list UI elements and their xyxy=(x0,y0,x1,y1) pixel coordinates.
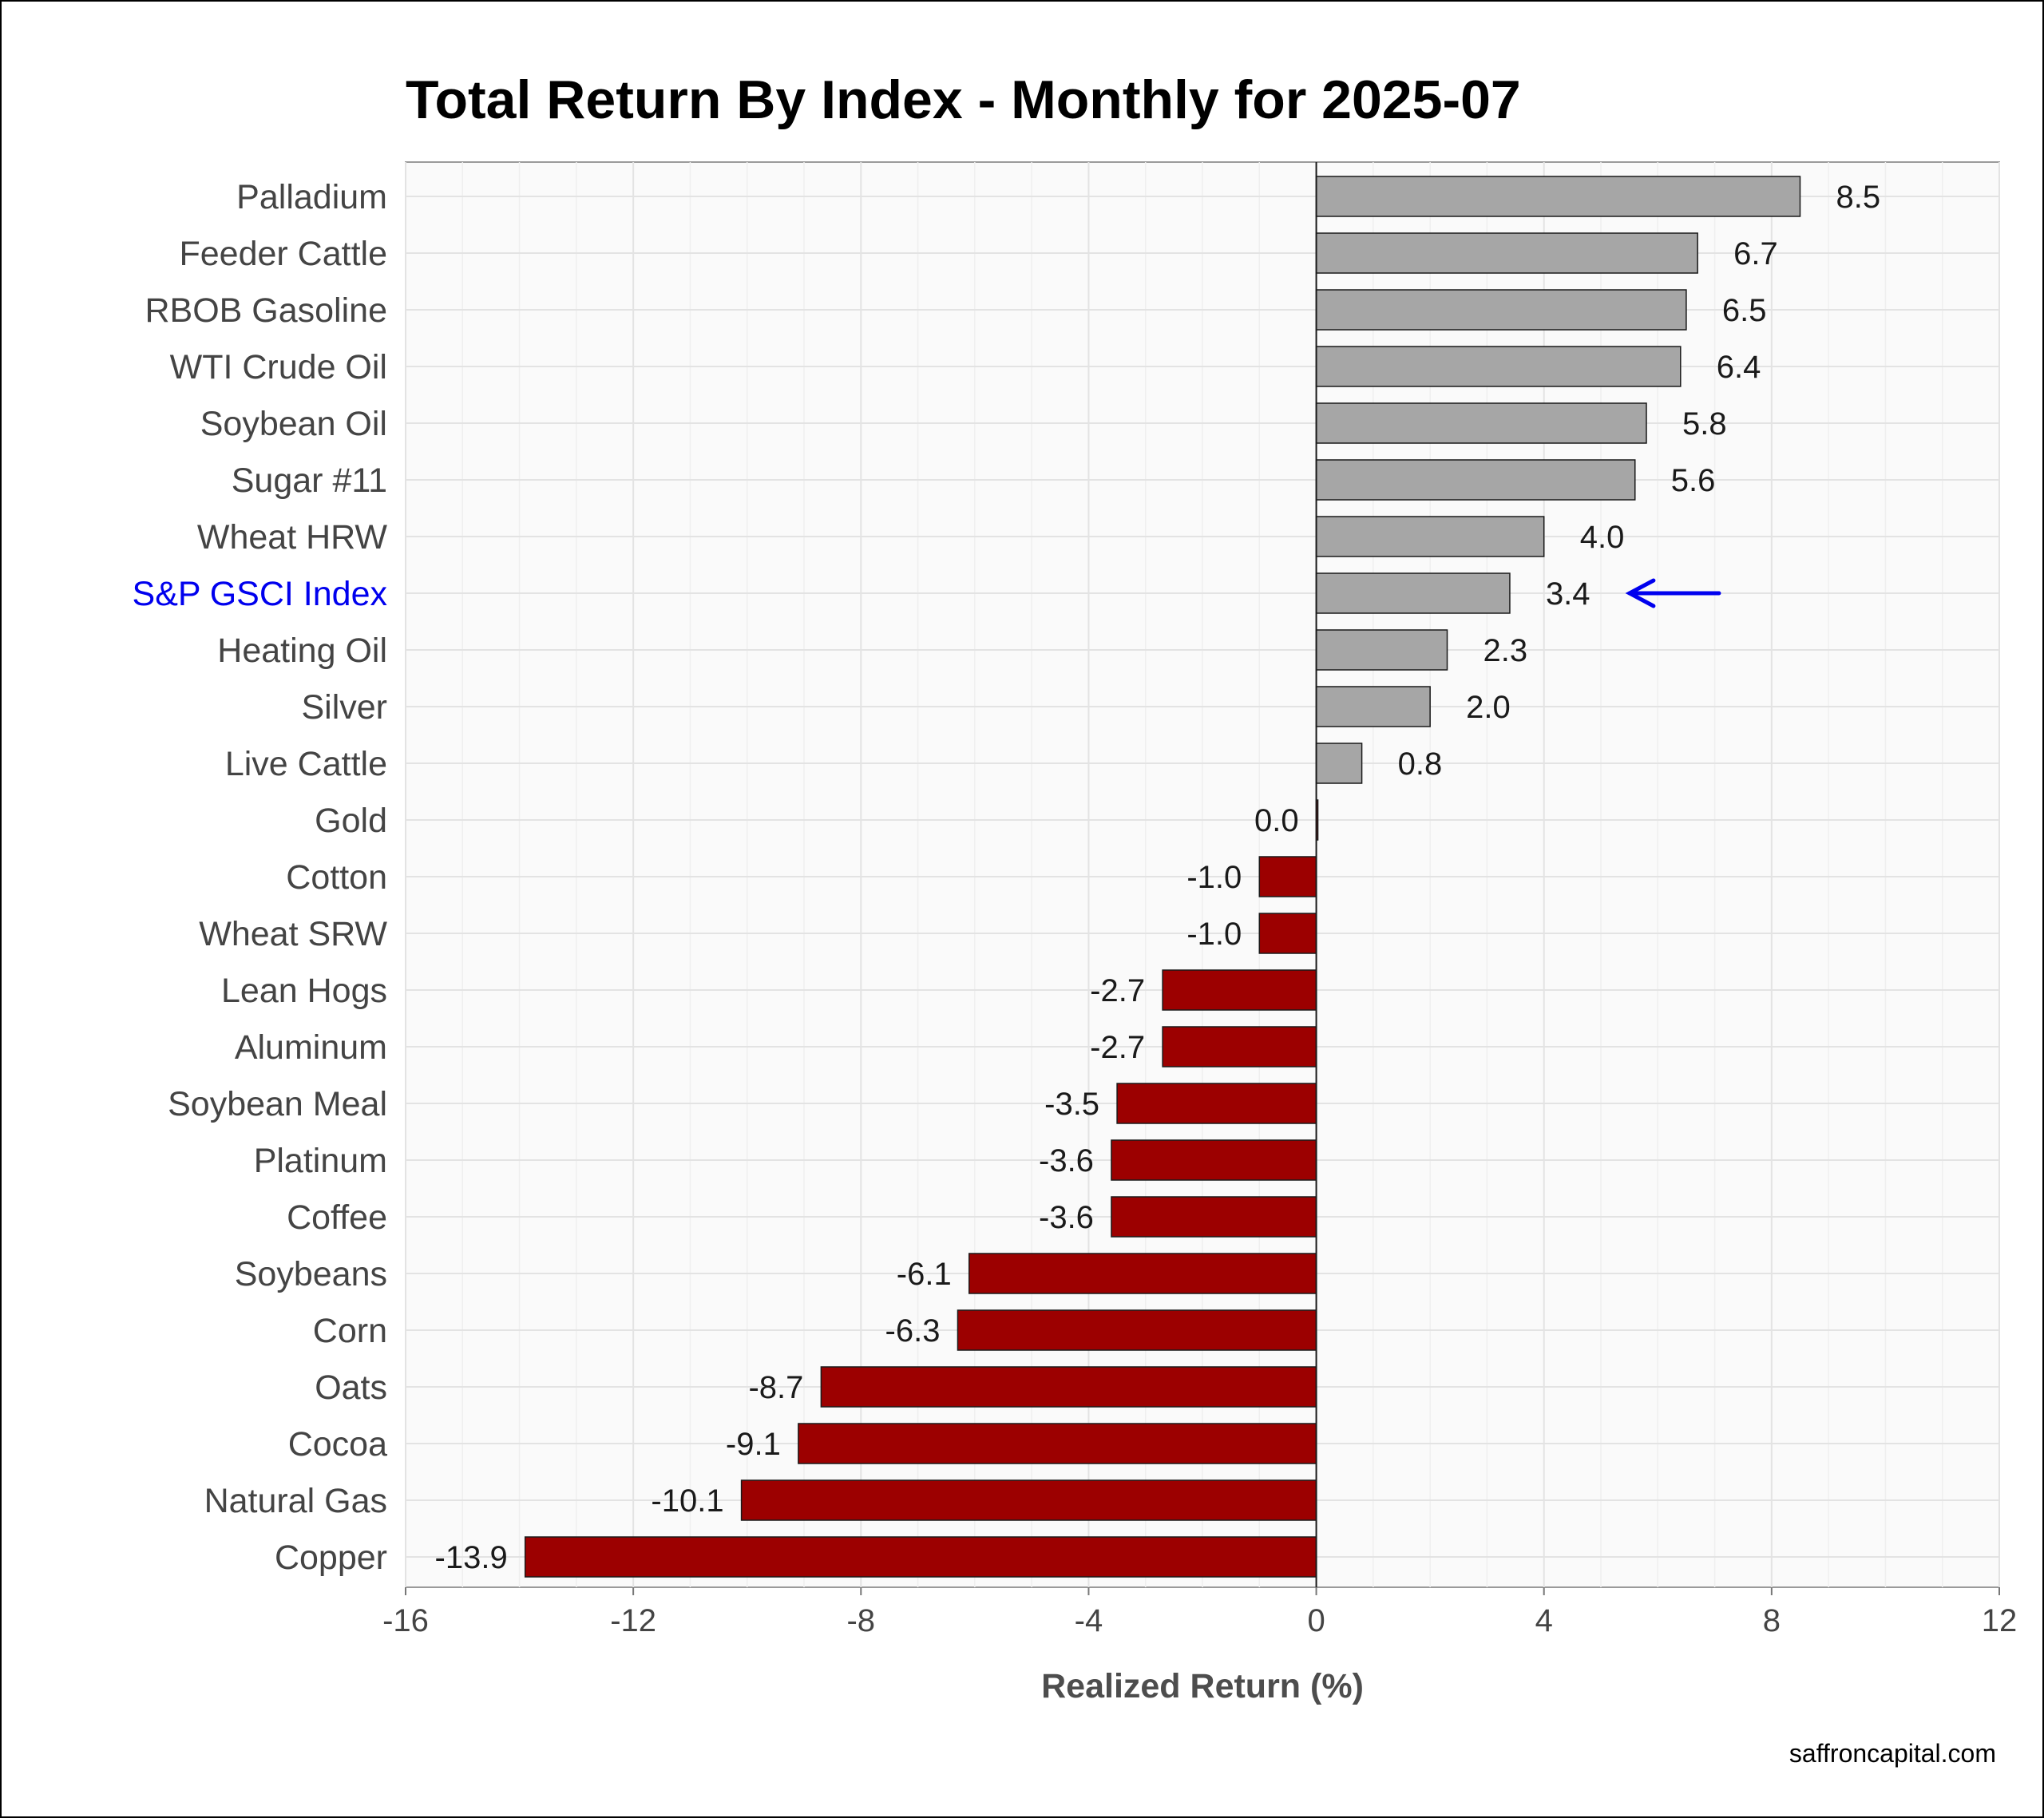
x-axis-ticks: -16 -12 -8 -4 0 4 8 12 xyxy=(382,1587,2017,1638)
bar-feeder-cattle xyxy=(1315,232,1698,274)
category-label-sugar-11: Sugar #11 xyxy=(232,461,387,500)
category-label-wti-crude-oil: WTI Crude Oil xyxy=(170,348,387,386)
category-label-wheat-hrw: Wheat HRW xyxy=(197,518,388,556)
source-credit: saffroncapital.com xyxy=(1789,1739,1996,1768)
value-label-rbob-gasoline: 6.5 xyxy=(1722,293,1767,328)
category-label-copper: Copper xyxy=(275,1539,387,1577)
x-tick-label: 0 xyxy=(1307,1603,1325,1638)
category-label-oats: Oats xyxy=(315,1368,387,1407)
value-label-palladium: 8.5 xyxy=(1836,180,1881,215)
arrow-left-icon xyxy=(1625,578,1721,608)
bar-coffee xyxy=(1111,1196,1317,1238)
category-label-gold: Gold xyxy=(315,802,387,840)
value-label-live-cattle: 0.8 xyxy=(1398,747,1443,782)
value-label-silver: 2.0 xyxy=(1466,690,1511,725)
category-label-feeder-cattle: Feeder Cattle xyxy=(179,235,387,273)
annotations xyxy=(1625,578,1721,608)
value-label-soybean-oil: 5.8 xyxy=(1682,406,1727,442)
value-label-wheat-hrw: 4.0 xyxy=(1580,520,1625,555)
bar-sugar-11 xyxy=(1315,459,1636,501)
value-label-cotton: -1.0 xyxy=(1186,860,1242,895)
category-label-soybeans: Soybeans xyxy=(235,1255,387,1293)
value-label-lean-hogs: -2.7 xyxy=(1090,973,1145,1008)
category-label-palladium: Palladium xyxy=(236,178,387,216)
bar-soybeans xyxy=(968,1253,1317,1294)
x-tick-label: -8 xyxy=(846,1603,875,1638)
bars xyxy=(524,162,1801,1587)
x-tick-label: -12 xyxy=(610,1603,656,1638)
bar-lean-hogs xyxy=(1162,969,1317,1011)
value-label-sandp-gsci-index: 3.4 xyxy=(1546,576,1590,612)
bar-soybean-meal xyxy=(1116,1083,1317,1124)
value-label-gold: 0.0 xyxy=(1254,803,1299,838)
value-label-corn: -6.3 xyxy=(885,1313,941,1349)
category-label-live-cattle: Live Cattle xyxy=(225,745,387,783)
bar-live-cattle xyxy=(1315,743,1363,784)
bar-cotton xyxy=(1258,856,1317,897)
arrow-head xyxy=(1625,578,1656,608)
category-label-platinum: Platinum xyxy=(254,1142,387,1180)
bar-soybean-oil xyxy=(1315,402,1647,444)
value-label-coffee: -3.6 xyxy=(1039,1200,1094,1235)
category-label-heating-oil: Heating Oil xyxy=(217,632,387,670)
value-label-cocoa: -9.1 xyxy=(726,1427,781,1462)
category-label-aluminum: Aluminum xyxy=(235,1028,387,1067)
category-label-silver: Silver xyxy=(301,688,387,727)
value-label-feeder-cattle: 6.7 xyxy=(1733,236,1778,271)
value-label-copper: -13.9 xyxy=(435,1540,508,1575)
value-label-heating-oil: 2.3 xyxy=(1483,633,1528,668)
value-label-wti-crude-oil: 6.4 xyxy=(1717,350,1761,385)
category-label-soybean-meal: Soybean Meal xyxy=(168,1085,387,1123)
x-axis-label: Realized Return (%) xyxy=(1041,1667,1364,1705)
category-label-lean-hogs: Lean Hogs xyxy=(221,972,387,1010)
bar-wheat-hrw xyxy=(1315,516,1545,557)
category-label-coffee: Coffee xyxy=(287,1198,387,1237)
value-labels: 8.5 6.7 6.5 6.4 5.8 5.6 4.0 3.4 2.3 2.0 0.8 0.0 -1.0… xyxy=(435,180,1881,1575)
bar-platinum xyxy=(1111,1139,1317,1181)
bar-oats xyxy=(820,1366,1317,1408)
bar-sandp-gsci-index xyxy=(1315,572,1511,614)
x-tick-label: 12 xyxy=(1982,1603,2018,1638)
bar-aluminum xyxy=(1162,1026,1317,1067)
value-label-soybean-meal: -3.5 xyxy=(1044,1087,1099,1122)
bar-palladium xyxy=(1315,176,1801,217)
bar-silver xyxy=(1315,686,1431,727)
value-label-aluminum: -2.7 xyxy=(1090,1030,1145,1065)
bar-natural-gas xyxy=(740,1479,1317,1521)
value-label-soybeans: -6.1 xyxy=(897,1257,952,1292)
x-tick-label: -4 xyxy=(1075,1603,1103,1638)
bar-wheat-srw xyxy=(1258,913,1317,954)
bar-rbob-gasoline xyxy=(1315,289,1687,331)
bar-heating-oil xyxy=(1315,629,1448,671)
x-tick-label: 4 xyxy=(1535,1603,1553,1638)
value-label-platinum: -3.6 xyxy=(1039,1143,1094,1178)
value-label-natural-gas: -10.1 xyxy=(651,1483,723,1519)
bar-corn xyxy=(957,1309,1317,1351)
category-label-cotton: Cotton xyxy=(286,858,387,897)
chart-title: Total Return By Index - Monthly for 2025… xyxy=(406,69,1521,130)
x-tick-label: 8 xyxy=(1763,1603,1781,1638)
value-label-wheat-srw: -1.0 xyxy=(1186,917,1242,952)
bar-wti-crude-oil xyxy=(1315,346,1682,387)
category-label-wheat-srw: Wheat SRW xyxy=(199,915,387,953)
category-label-sandp-gsci-index: S&P GSCI Index xyxy=(133,575,388,613)
value-label-oats: -8.7 xyxy=(748,1370,803,1405)
category-label-corn: Corn xyxy=(313,1312,387,1350)
bar-copper xyxy=(524,1536,1317,1578)
x-tick-label: -16 xyxy=(382,1603,429,1638)
category-label-cocoa: Cocoa xyxy=(288,1425,387,1464)
category-label-natural-gas: Natural Gas xyxy=(204,1482,387,1520)
category-label-rbob-gasoline: RBOB Gasoline xyxy=(145,291,387,330)
category-label-soybean-oil: Soybean Oil xyxy=(200,405,387,443)
category-labels: Palladium Feeder Cattle RBOB Gasoline WTI C… xyxy=(133,178,388,1577)
bar-cocoa xyxy=(798,1423,1317,1464)
value-label-sugar-11: 5.6 xyxy=(1671,463,1716,498)
